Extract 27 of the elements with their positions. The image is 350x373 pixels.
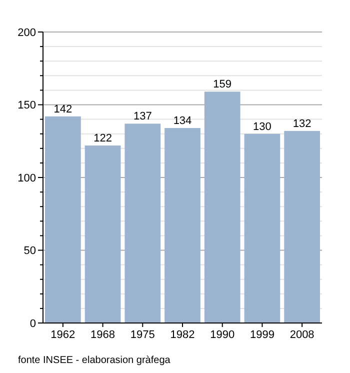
x-tick-label: 1968: [90, 329, 116, 341]
source-note: fonte INSEE - elaborasion gràfega: [18, 355, 171, 366]
bar: [84, 145, 121, 323]
y-tick-label: 50: [24, 245, 36, 258]
x-tick-label: 1990: [210, 329, 235, 341]
data-label: 137: [133, 110, 152, 123]
bar: [164, 128, 200, 323]
data-label: 142: [54, 103, 72, 116]
data-label: 122: [94, 132, 112, 144]
x-tick-label: 1999: [250, 329, 274, 341]
bar: [244, 134, 280, 323]
data-label: 134: [173, 115, 192, 128]
y-tick-label: 150: [18, 100, 36, 112]
bar: [124, 124, 161, 323]
x-tick-label: 1962: [50, 329, 76, 341]
y-tick-label: 0: [30, 318, 36, 330]
data-label: 132: [292, 118, 312, 130]
x-tick-label: 1975: [130, 329, 155, 341]
x-tick-label: 2008: [290, 329, 314, 341]
data-label: 130: [253, 120, 272, 133]
y-tick-label: 100: [18, 172, 36, 184]
bar: [44, 116, 81, 323]
x-tick-label: 1982: [170, 329, 195, 341]
y-tick-label: 200: [18, 26, 36, 39]
data-label: 159: [213, 78, 232, 91]
bar: [284, 130, 320, 323]
bar: [204, 92, 240, 323]
